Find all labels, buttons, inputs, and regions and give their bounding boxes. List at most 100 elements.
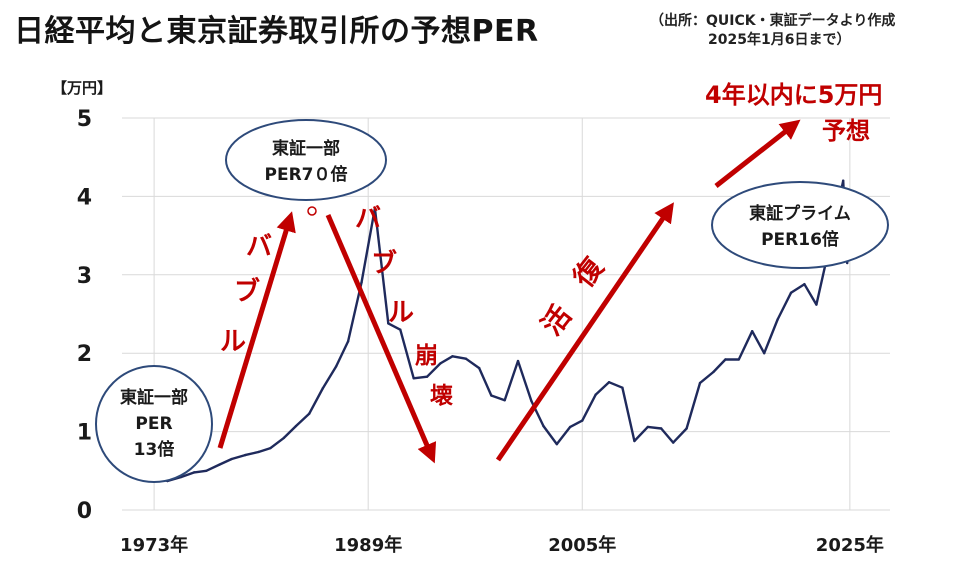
recovery-label-char-1: 復 — [566, 250, 610, 294]
recovery-label: 復 活 — [535, 250, 611, 341]
data-point — [672, 441, 675, 444]
y-tick-label: 2 — [77, 342, 92, 367]
data-point — [439, 362, 442, 365]
data-point — [803, 283, 806, 286]
data-point — [542, 424, 545, 428]
bubble-label-char-3: ル — [220, 327, 246, 357]
data-point — [581, 419, 584, 422]
data-point — [387, 322, 390, 325]
collapse-label-char-4: 崩 — [415, 343, 438, 369]
bubble-label-char-2: ブ — [234, 276, 260, 307]
data-point — [569, 425, 572, 429]
collapse-arrow — [325, 214, 437, 464]
data-points — [152, 179, 852, 483]
bubble-1973-line-3: 13倍 — [134, 439, 175, 460]
collapse-label: バ ブ ル 崩 壊 — [355, 204, 453, 409]
x-tick-label: 2005年 — [548, 534, 616, 556]
annotation-arrows — [217, 119, 801, 464]
data-point — [478, 366, 481, 370]
data-point — [346, 340, 350, 343]
data-point — [205, 469, 208, 472]
data-point — [503, 399, 506, 402]
data-point — [763, 352, 766, 355]
data-point — [621, 386, 624, 389]
data-point — [516, 359, 520, 363]
chart-title: 日経平均と東京証券取引所の予想PER — [14, 14, 539, 49]
bubble-1973-line-1: 東証一部 — [120, 387, 188, 408]
x-axis: 1973年 1989年 2005年 2025年 — [120, 534, 884, 556]
y-tick-label: 1 — [77, 421, 92, 446]
data-point — [412, 377, 415, 380]
series-line — [153, 179, 852, 483]
x-tick-label: 2025年 — [816, 534, 884, 556]
recovery-label-char-2: 活 — [535, 299, 578, 341]
y-axis: 0 1 2 3 4 5 — [77, 107, 92, 524]
data-point — [321, 387, 324, 390]
bubble-label: バ ブ ル — [220, 232, 272, 357]
data-point — [399, 328, 402, 331]
data-point — [230, 457, 233, 461]
forecast-label-line-2: 予想 — [822, 117, 870, 145]
y-tick-label: 0 — [77, 499, 92, 524]
data-point — [685, 427, 688, 430]
data-point — [282, 436, 286, 440]
collapse-label-char-1: バ — [355, 204, 381, 234]
data-point — [490, 394, 493, 397]
recovery-arrow — [495, 202, 674, 462]
collapse-label-char-5: 壊 — [430, 383, 453, 409]
forecast-arrow — [714, 119, 801, 188]
data-point — [257, 450, 260, 454]
source-line-2: 2025年1月6日まで） — [708, 32, 851, 48]
data-point — [594, 393, 597, 396]
data-point — [425, 375, 429, 378]
peak-marker-icon — [307, 206, 317, 216]
data-point — [646, 425, 650, 429]
source-line-1: （出所：QUICK・東証データより作成 — [650, 13, 896, 29]
data-point — [724, 358, 727, 361]
data-point — [451, 355, 454, 358]
collapse-label-char-3: ル — [388, 298, 414, 328]
data-point — [737, 358, 741, 361]
bubble-arrow — [217, 211, 296, 449]
data-point — [193, 471, 196, 474]
y-tick-label: 5 — [77, 107, 92, 132]
bubble-1973: 東証一部 PER 13倍 — [95, 365, 213, 483]
bubble-now-line-1: 東証プライム — [749, 203, 851, 224]
data-point — [373, 206, 377, 210]
data-point — [776, 318, 779, 321]
bubble-now: 東証プライム PER16倍 — [711, 181, 889, 269]
data-point — [633, 439, 636, 443]
data-point — [269, 446, 272, 450]
data-point — [607, 381, 611, 384]
data-point — [750, 330, 754, 333]
data-point — [334, 365, 338, 368]
data-point — [464, 357, 468, 360]
y-tick-label: 4 — [77, 185, 92, 210]
bubble-1973-line-2: PER — [135, 414, 172, 434]
data-point — [712, 370, 715, 374]
bubble-1989-line-1: 東証一部 — [272, 138, 340, 159]
source-note: （出所：QUICK・東証データより作成 2025年1月6日まで） — [650, 12, 895, 50]
data-point — [815, 303, 818, 306]
data-point — [308, 412, 311, 415]
data-point — [841, 179, 845, 182]
bubble-label-char-1: バ — [246, 232, 272, 262]
bubble-now-line-2: PER16倍 — [761, 229, 839, 250]
y-unit-label: 【万円】 — [52, 79, 112, 97]
bubble-1989-line-2: PER7０倍 — [265, 164, 348, 185]
data-point — [660, 427, 663, 430]
data-point — [218, 463, 221, 466]
data-point — [243, 453, 247, 457]
y-tick-label: 3 — [77, 264, 92, 289]
data-point — [360, 281, 363, 284]
data-point — [294, 424, 298, 428]
data-point — [555, 442, 559, 446]
forecast-label-line-1: 4年以内に5万円 — [705, 81, 882, 109]
data-point — [789, 291, 793, 295]
bubble-1989: 東証一部 PER7０倍 — [225, 119, 387, 201]
x-tick-label: 1989年 — [334, 534, 402, 556]
data-point — [530, 399, 533, 403]
collapse-label-char-2: ブ — [371, 248, 397, 279]
x-tick-label: 1973年 — [120, 534, 188, 556]
